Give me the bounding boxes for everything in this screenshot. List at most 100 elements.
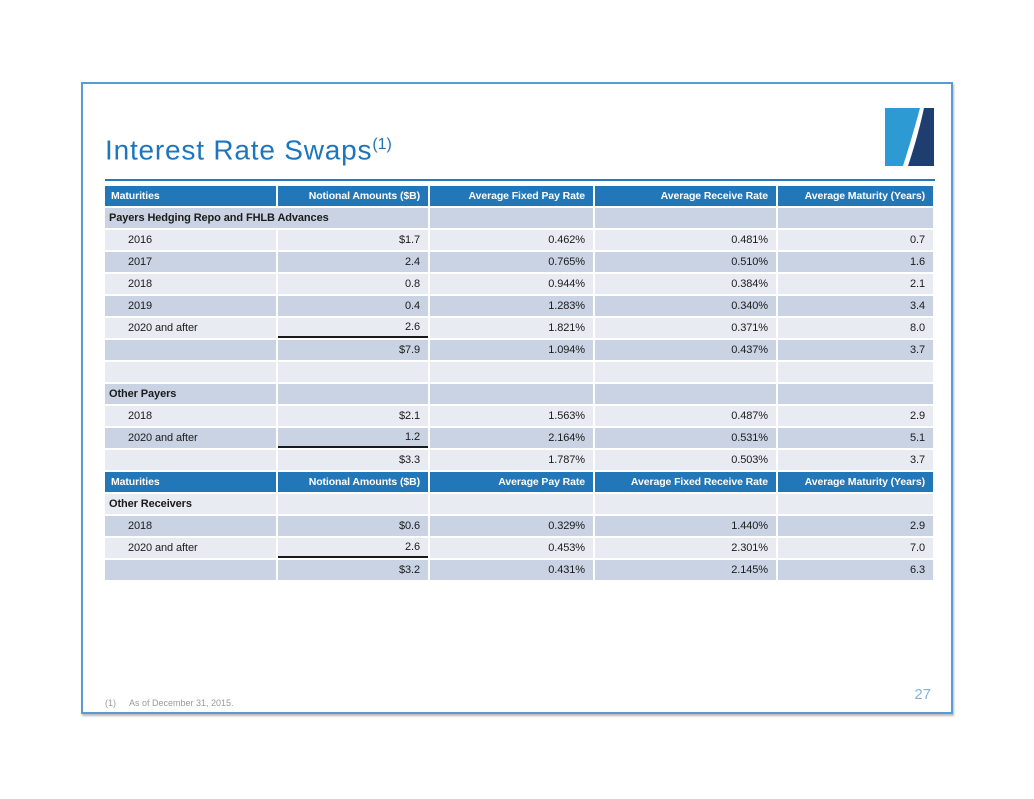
- table-cell: [278, 362, 428, 382]
- table-row: $3.2 0.431% 2.145% 6.3: [105, 560, 933, 580]
- table-cell: 6.3: [778, 560, 933, 580]
- slide: Interest Rate Swaps(1) Maturities Notiona…: [81, 82, 953, 714]
- page-number: 27: [914, 686, 931, 703]
- table-row: 2020 and after 2.6 0.453% 2.301% 7.0: [105, 538, 933, 558]
- table-cell: 1.440%: [595, 516, 776, 536]
- header-cell: Average Pay Rate: [430, 472, 593, 492]
- table-cell: 2018: [105, 516, 276, 536]
- header-cell: Notional Amounts ($B): [278, 186, 428, 206]
- table-cell: 3.7: [778, 450, 933, 470]
- table-cell: 1.787%: [430, 450, 593, 470]
- table-row: 2018 $2.1 1.563% 0.487% 2.9: [105, 406, 933, 426]
- table-cell: $1.7: [278, 230, 428, 250]
- table-cell: [595, 494, 776, 514]
- table-cell: [430, 362, 593, 382]
- table-cell: 2.6: [278, 318, 428, 338]
- table-cell: 1.563%: [430, 406, 593, 426]
- table-cell: [778, 208, 933, 228]
- table-cell: 2019: [105, 296, 276, 316]
- table-cell: $7.9: [278, 340, 428, 360]
- table-cell: 0.437%: [595, 340, 776, 360]
- header-cell: Average Fixed Pay Rate: [430, 186, 593, 206]
- footnote: (1) As of December 31, 2015.: [105, 698, 234, 708]
- table-cell: 1.6: [778, 252, 933, 272]
- page-title: Interest Rate Swaps(1): [105, 128, 392, 167]
- table-cell: 2020 and after: [105, 318, 276, 338]
- table-cell: 0.431%: [430, 560, 593, 580]
- table-cell: 0.481%: [595, 230, 776, 250]
- table-cell: $3.2: [278, 560, 428, 580]
- table-cell: Payers Hedging Repo and FHLB Advances: [105, 208, 428, 228]
- table-row: 2019 0.4 1.283% 0.340% 3.4: [105, 296, 933, 316]
- table-cell: $2.1: [278, 406, 428, 426]
- table-cell: 2.145%: [595, 560, 776, 580]
- table-cell: [778, 494, 933, 514]
- table-cell: [278, 494, 428, 514]
- table-row: Other Payers: [105, 384, 933, 404]
- table-cell: 0.384%: [595, 274, 776, 294]
- table-cell: 1.2: [278, 428, 428, 448]
- table-cell: 2018: [105, 274, 276, 294]
- table-cell: 0.462%: [430, 230, 593, 250]
- table-cell: 0.340%: [595, 296, 776, 316]
- header-cell: Average Maturity (Years): [778, 186, 933, 206]
- header-cell: Average Fixed Receive Rate: [595, 472, 776, 492]
- table-cell: 1.821%: [430, 318, 593, 338]
- table-cell: $3.3: [278, 450, 428, 470]
- table-row: 2018 $0.6 0.329% 1.440% 2.9: [105, 516, 933, 536]
- table-cell: 0.4: [278, 296, 428, 316]
- table-cell: 2018: [105, 406, 276, 426]
- table-cell: 1.283%: [430, 296, 593, 316]
- table-cell: 3.4: [778, 296, 933, 316]
- table-cell: 0.765%: [430, 252, 593, 272]
- table-cell: 2.6: [278, 538, 428, 558]
- table-cell: [105, 450, 276, 470]
- table-cell: [778, 384, 933, 404]
- table-row: 2020 and after 2.6 1.821% 0.371% 8.0: [105, 318, 933, 338]
- table-cell: 2.164%: [430, 428, 593, 448]
- header-cell: Maturities: [105, 472, 276, 492]
- header-cell: Average Maturity (Years): [778, 472, 933, 492]
- table-header-row: Maturities Notional Amounts ($B) Average F…: [105, 186, 933, 206]
- table-cell: 2.4: [278, 252, 428, 272]
- table-cell: 2020 and after: [105, 428, 276, 448]
- table-cell: $0.6: [278, 516, 428, 536]
- footnote-reference: (1): [372, 136, 392, 153]
- table-cell: [430, 494, 593, 514]
- table-cell: Other Payers: [105, 384, 276, 404]
- table-row: Payers Hedging Repo and FHLB Advances: [105, 208, 933, 228]
- footnote-marker: (1): [105, 698, 116, 708]
- table-cell: [430, 208, 593, 228]
- table-cell: 2.301%: [595, 538, 776, 558]
- table-row: Other Receivers: [105, 494, 933, 514]
- table-cell: 0.510%: [595, 252, 776, 272]
- table-cell: 0.7: [778, 230, 933, 250]
- table-row: 2020 and after 1.2 2.164% 0.531% 5.1: [105, 428, 933, 448]
- table-row: [105, 362, 933, 382]
- table-cell: [430, 384, 593, 404]
- table-cell: [105, 560, 276, 580]
- table-cell: 0.8: [278, 274, 428, 294]
- table-cell: 3.7: [778, 340, 933, 360]
- table-cell: [778, 362, 933, 382]
- company-logo-icon: [885, 108, 934, 166]
- header-cell: Notional Amounts ($B): [278, 472, 428, 492]
- title-underline: [105, 179, 935, 181]
- header-cell: Maturities: [105, 186, 276, 206]
- header-cell: Average Receive Rate: [595, 186, 776, 206]
- table-cell: 2.9: [778, 516, 933, 536]
- page-title-text: Interest Rate Swaps: [105, 134, 373, 166]
- table-cell: [595, 384, 776, 404]
- table-header-row: Maturities Notional Amounts ($B) Average P…: [105, 472, 933, 492]
- table-row: $7.9 1.094% 0.437% 3.7: [105, 340, 933, 360]
- table-cell: 2017: [105, 252, 276, 272]
- table-cell: [278, 384, 428, 404]
- table-cell: [595, 362, 776, 382]
- table-cell: 2.9: [778, 406, 933, 426]
- table-cell: 0.371%: [595, 318, 776, 338]
- table-cell: 1.094%: [430, 340, 593, 360]
- table-cell: 0.531%: [595, 428, 776, 448]
- table-cell: 0.453%: [430, 538, 593, 558]
- swaps-table: Maturities Notional Amounts ($B) Average F…: [105, 186, 933, 582]
